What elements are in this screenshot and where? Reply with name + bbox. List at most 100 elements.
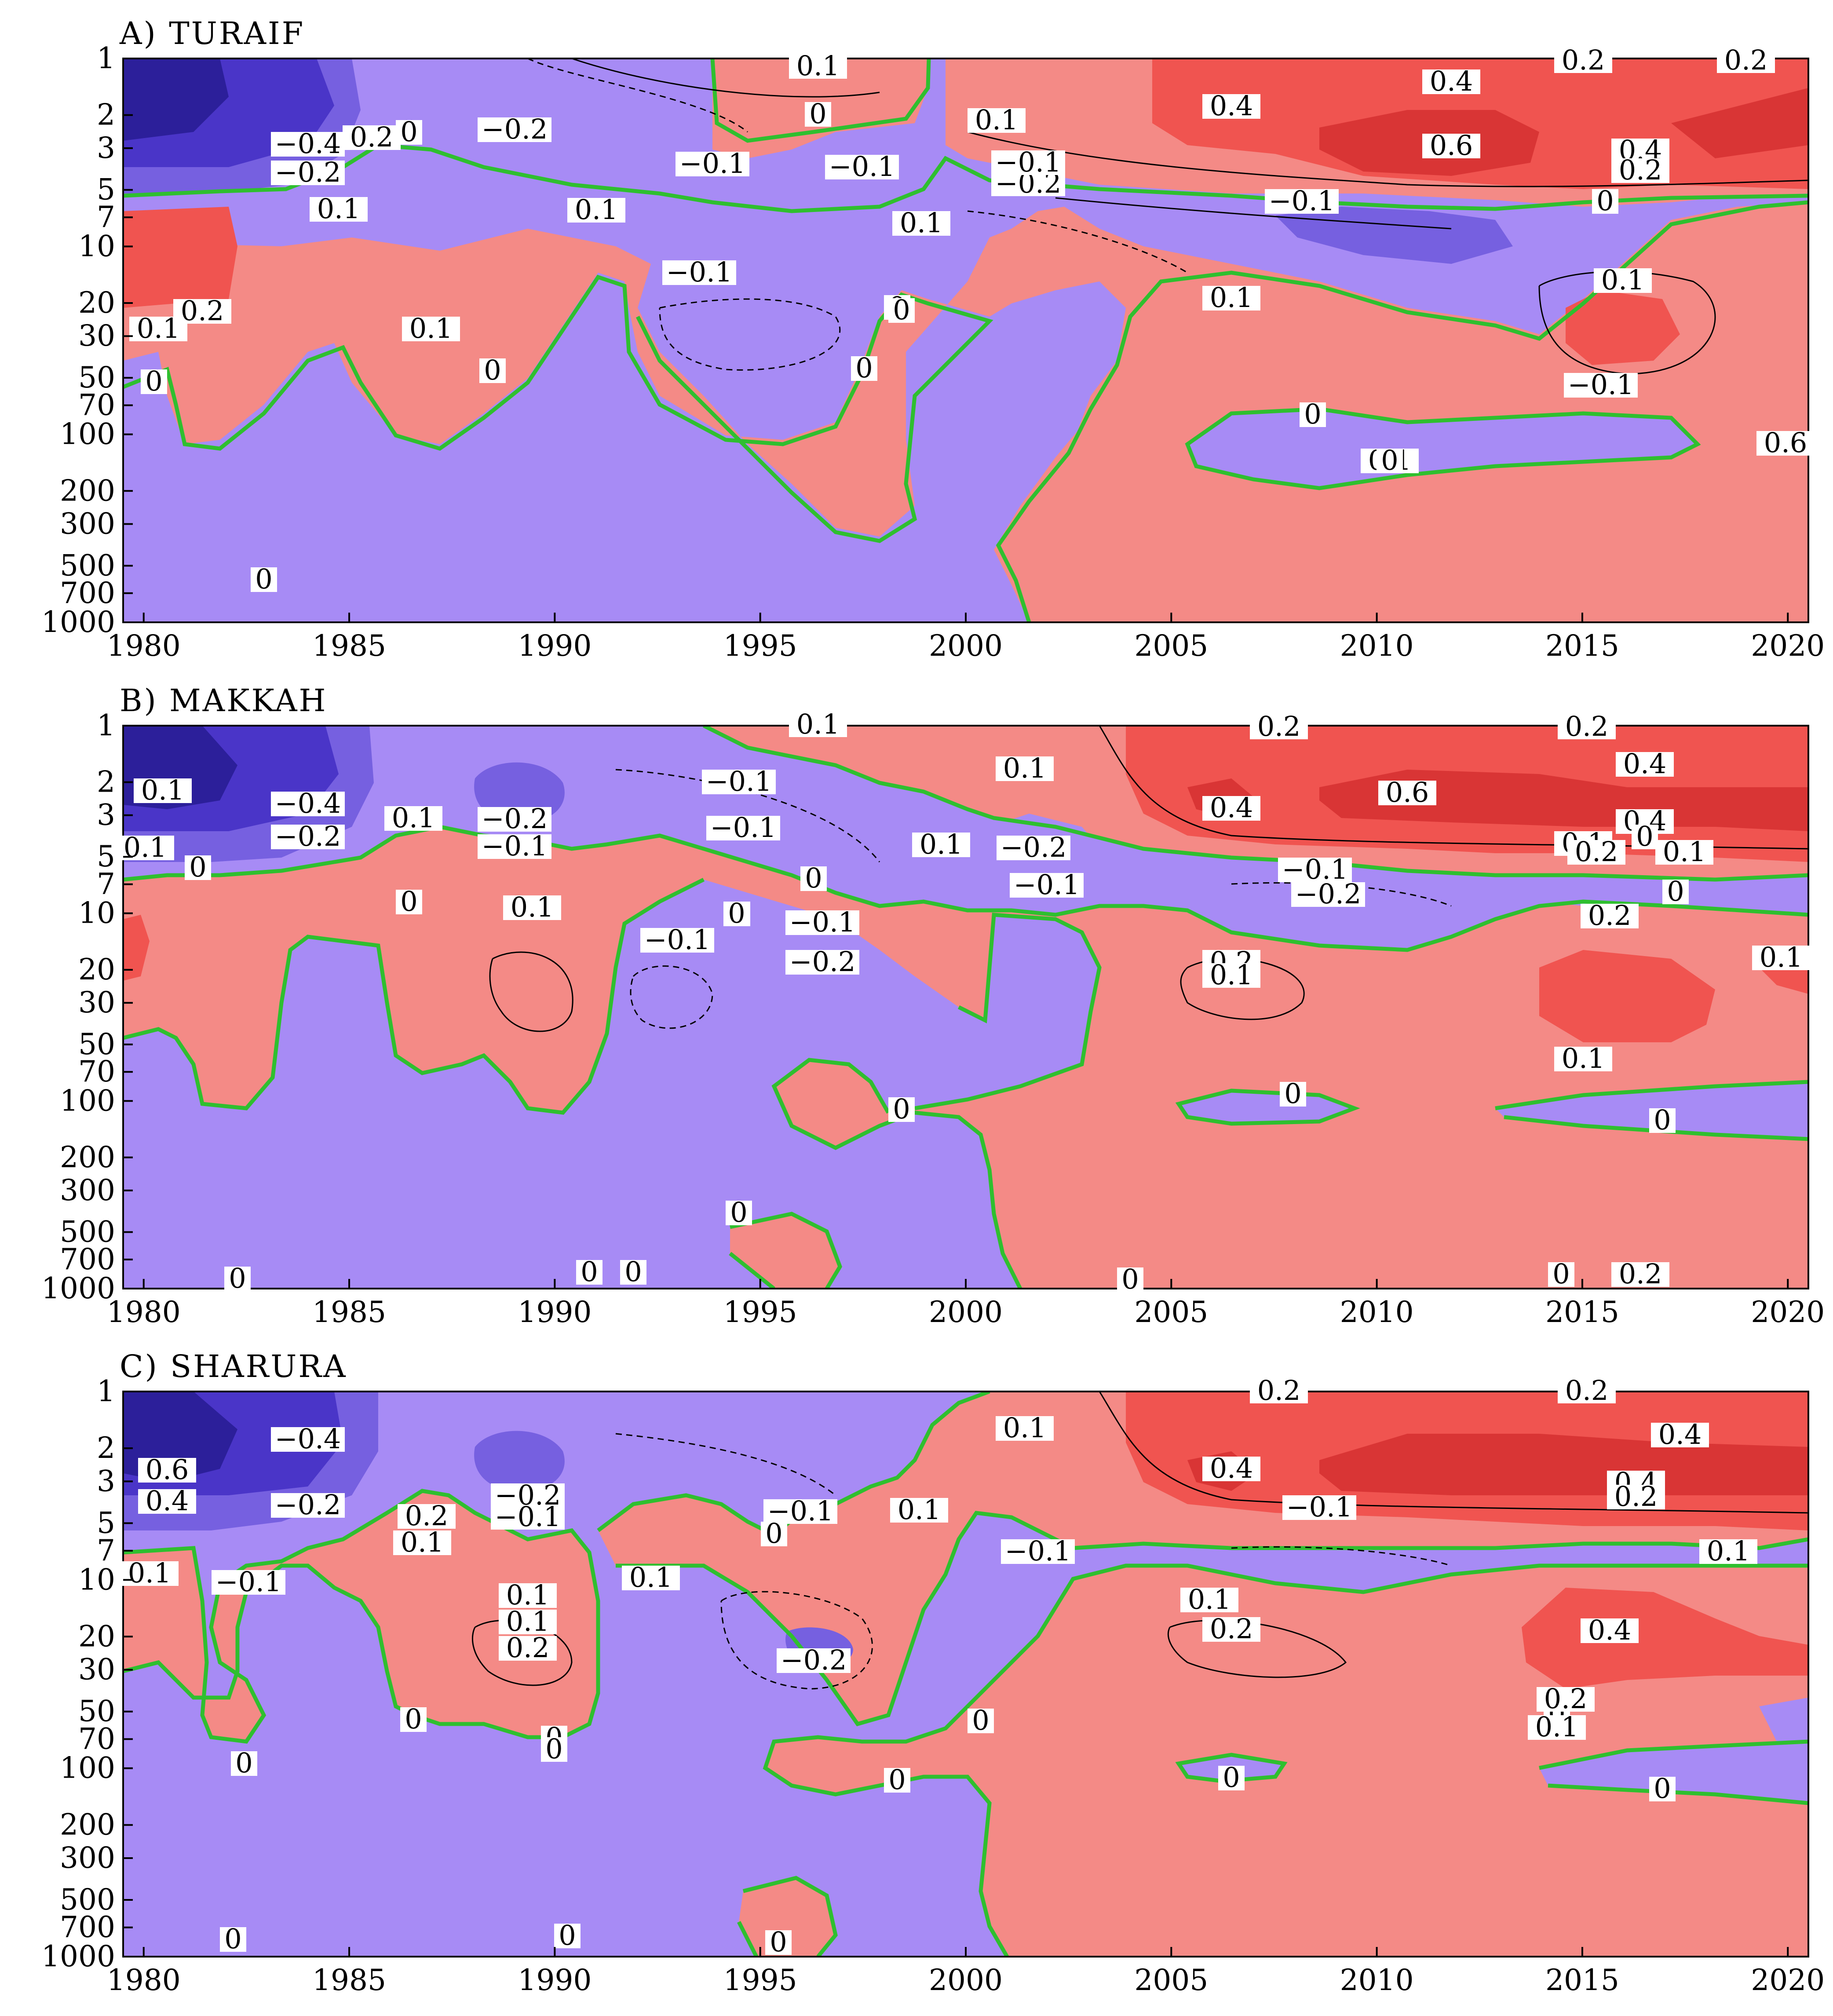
y-tick-label: 2 — [97, 1431, 115, 1465]
contour-label: 0.1 — [789, 708, 847, 740]
svg-text:0.1: 0.1 — [1003, 1412, 1047, 1444]
y-tick-label: 1000 — [41, 1271, 115, 1305]
svg-text:0: 0 — [972, 1704, 989, 1736]
y-tick-label: 30 — [78, 1653, 115, 1687]
zero-contour — [763, 1563, 1808, 1957]
contour-label: 0.6 — [1378, 776, 1436, 808]
svg-text:0.2: 0.2 — [1257, 1374, 1301, 1406]
x-tick-label: 1985 — [312, 629, 386, 663]
contour-label: 0.2 — [499, 1632, 557, 1664]
contour-label: 0.2 — [1250, 1374, 1308, 1406]
zero-contour — [1185, 407, 1701, 490]
contour-label: −0.2 — [271, 1489, 345, 1521]
contour-label: 0.2 — [1611, 1258, 1669, 1290]
contour-label: 0.1 — [1655, 836, 1713, 868]
svg-text:−0.1: −0.1 — [1014, 869, 1080, 901]
zero-contour — [123, 877, 705, 1115]
svg-text:0: 0 — [1552, 1258, 1570, 1290]
contour-label: 0.1 — [968, 104, 1026, 136]
contour-label: 0 — [1548, 1258, 1574, 1290]
contour-label: 0.1 — [116, 831, 174, 863]
svg-text:−0.1: −0.1 — [767, 1495, 834, 1527]
svg-text:0.2: 0.2 — [350, 121, 394, 153]
svg-text:0: 0 — [224, 1923, 241, 1955]
svg-text:−0.1: −0.1 — [679, 147, 746, 179]
y-tick-label: 700 — [60, 576, 115, 610]
neg-region — [1495, 880, 1808, 915]
x-tick-label: 2010 — [1340, 1963, 1414, 1997]
contour-labels-b: 0.10.20.20.1−0.10.40.60.40.60.40.4−0.4−0… — [116, 708, 1810, 1295]
contour-label: −0.1 — [662, 256, 736, 288]
contour-label: 0 — [220, 1923, 246, 1955]
y-tick-label: 20 — [78, 1619, 115, 1653]
y-tick-label: 50 — [78, 1695, 115, 1728]
svg-text:0: 0 — [1284, 1077, 1301, 1110]
x-tick-label: 2015 — [1545, 1963, 1619, 1997]
svg-text:0.2: 0.2 — [1614, 1480, 1658, 1512]
svg-text:0: 0 — [805, 862, 822, 894]
svg-text:0.1: 0.1 — [796, 708, 840, 740]
contour-label: 0 — [726, 1196, 752, 1228]
svg-text:0.1: 0.1 — [409, 312, 453, 344]
svg-text:0.2: 0.2 — [1562, 44, 1605, 76]
y-tick-label: 50 — [78, 1027, 115, 1061]
contour-label: 0 — [231, 1747, 257, 1779]
svg-text:0.4: 0.4 — [1588, 1614, 1632, 1646]
contour-label: 0 — [765, 1926, 792, 1958]
contour-label: −0.1 — [702, 765, 776, 797]
contour-label: −0.1 — [640, 924, 714, 956]
svg-text:−0.1: −0.1 — [215, 1566, 282, 1598]
pos-mid — [1566, 290, 1680, 365]
contour-panel-makkah: 0.10.20.20.1−0.10.40.60.40.60.40.4−0.4−0… — [41, 708, 1825, 1329]
x-tick-label: 2010 — [1340, 629, 1414, 663]
contour-label: 0 — [1592, 185, 1618, 217]
x-tick-label: 1980 — [107, 1963, 181, 1997]
contour-label: 0.1 — [1594, 264, 1652, 296]
svg-text:0.2: 0.2 — [405, 1500, 449, 1532]
contour-label: 0.1 — [1528, 1711, 1586, 1743]
contour-label: 0.2 — [173, 295, 231, 327]
svg-text:0.1: 0.1 — [141, 774, 185, 806]
contour-label: 0 — [805, 98, 831, 130]
contour-label: 0.2 — [1611, 154, 1669, 186]
contour-label: 0.1 — [890, 1494, 948, 1526]
contour-label: 0.1 — [1554, 1042, 1612, 1074]
contour-label: −0.1 — [212, 1566, 285, 1598]
contour-label: 0 — [723, 897, 750, 929]
svg-text:0: 0 — [400, 116, 417, 148]
y-tick-label: 1000 — [41, 1939, 115, 1973]
contour-label: 0.1 — [134, 774, 192, 806]
zero-contour — [123, 143, 1808, 213]
contour-label: 0.2 — [1607, 1480, 1665, 1512]
contour-label: 0.1 — [120, 1557, 179, 1589]
contour-label: 0.1 — [1202, 281, 1260, 314]
svg-text:0.6: 0.6 — [1430, 129, 1473, 161]
contour-label: 0.1 — [499, 1579, 557, 1611]
svg-text:0.4: 0.4 — [1658, 1418, 1702, 1450]
neg-max — [123, 58, 229, 141]
y-tick-label: 700 — [60, 1910, 115, 1944]
pos-high — [1671, 88, 1808, 158]
svg-text:0: 0 — [1121, 1263, 1139, 1295]
svg-text:0.1: 0.1 — [920, 828, 963, 860]
contour-label: −0.1 — [785, 906, 859, 938]
svg-text:−0.1: −0.1 — [1269, 185, 1335, 217]
y-tick-label: 500 — [60, 1215, 115, 1249]
svg-text:0: 0 — [809, 98, 826, 130]
svg-text:0: 0 — [1596, 185, 1614, 217]
contour-label: −0.2 — [1291, 878, 1365, 910]
contour-label: 0.2 — [343, 121, 401, 153]
svg-text:0: 0 — [229, 1262, 246, 1294]
y-tick-label: 3 — [97, 1464, 115, 1498]
contour-label: 0.1 — [912, 828, 970, 860]
svg-text:0.6: 0.6 — [1386, 776, 1429, 808]
x-tick-label: 1995 — [723, 629, 797, 663]
plot-area-c — [123, 1391, 1808, 1957]
svg-text:0.1: 0.1 — [401, 1526, 444, 1558]
svg-text:0.1: 0.1 — [392, 802, 435, 834]
svg-text:−0.2: −0.2 — [482, 803, 548, 835]
contour-label: 0.4 — [1616, 748, 1674, 780]
svg-text:0.2: 0.2 — [1257, 710, 1301, 742]
